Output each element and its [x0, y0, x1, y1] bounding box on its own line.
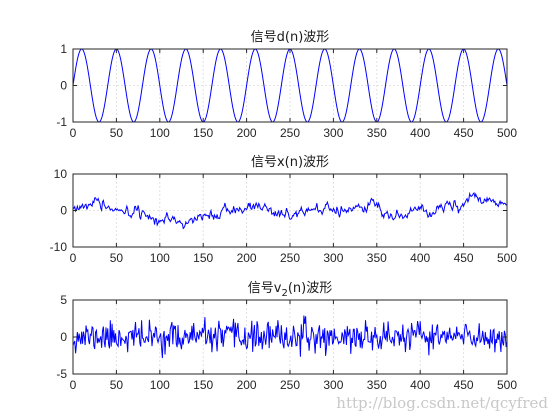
charts-container: 0 50 100 150 200 250 300 350 400 450 500-101信号d(n)…	[50, 30, 518, 392]
watermark-text: http://blog.csdn.net/qcyfred	[336, 394, 548, 412]
x-tick-label: 250	[280, 251, 300, 265]
x-tick-label: 0	[70, 126, 77, 140]
x-tick-label: 300	[323, 378, 343, 392]
x-tick-label: 150	[193, 251, 213, 265]
x-tick-label: 450	[454, 251, 474, 265]
x-tick-label: 50	[110, 378, 124, 392]
x-tick-label: 100	[150, 251, 170, 265]
y-tick-label: 10	[54, 167, 68, 181]
y-tick-label: 1	[60, 42, 67, 56]
subplot-1: 0 50 100 150 200 250 300 350 400 450 500-101信号d(n)…	[56, 30, 517, 140]
title-subscript: 2	[281, 288, 287, 299]
x-tick-label: 100	[150, 126, 170, 140]
y-tick-label: 0	[60, 330, 67, 344]
x-tick-label: 50	[110, 126, 124, 140]
x-tick-label: 400	[410, 378, 430, 392]
x-tick-label: 500	[497, 378, 517, 392]
x-tick-label: 100	[150, 378, 170, 392]
subplot-3: 0 50 100 150 200 250 300 350 400 450 500-505信号v2(n…	[56, 281, 517, 392]
y-tick-label: 0	[60, 79, 67, 93]
x-tick-label: 300	[323, 251, 343, 265]
x-tick-label: 150	[193, 126, 213, 140]
x-tick-label: 300	[323, 126, 343, 140]
y-tick-label: -10	[50, 240, 68, 254]
x-tick-label: 250	[280, 126, 300, 140]
x-tick-label: 0	[70, 251, 77, 265]
x-tick-label: 200	[237, 378, 257, 392]
subplot-title: 信号d(n)波形	[251, 30, 330, 45]
y-tick-label: 5	[60, 293, 67, 307]
x-tick-label: 500	[497, 251, 517, 265]
x-tick-label: 500	[497, 126, 517, 140]
y-tick-label: -1	[56, 115, 67, 129]
x-tick-label: 50	[110, 251, 124, 265]
x-tick-label: 200	[237, 126, 257, 140]
x-tick-label: 450	[454, 126, 474, 140]
subplot-title: 信号v2(n)波形	[248, 281, 332, 299]
x-tick-label: 450	[454, 378, 474, 392]
x-tick-label: 400	[410, 126, 430, 140]
x-tick-label: 150	[193, 378, 213, 392]
series-line	[72, 315, 508, 359]
y-tick-label: -5	[56, 367, 67, 381]
x-tick-label: 400	[410, 251, 430, 265]
subplot-2: 0 50 100 150 200 250 300 350 400 450 500-10010信号x(…	[50, 155, 518, 265]
x-tick-label: 350	[367, 378, 387, 392]
x-tick-label: 350	[367, 251, 387, 265]
series-line	[72, 191, 508, 230]
subplot-title: 信号x(n)波形	[251, 155, 329, 170]
x-tick-label: 350	[367, 126, 387, 140]
y-tick-label: 0	[60, 204, 67, 218]
x-tick-label: 250	[280, 378, 300, 392]
title-prefix: 信号d(n)波形	[251, 30, 330, 45]
title-prefix: 信号x(n)波形	[251, 155, 329, 170]
x-tick-label: 200	[237, 251, 257, 265]
title-suffix: (n)波形	[288, 281, 332, 296]
title-prefix: 信号v	[248, 281, 282, 296]
x-tick-label: 0	[70, 378, 77, 392]
